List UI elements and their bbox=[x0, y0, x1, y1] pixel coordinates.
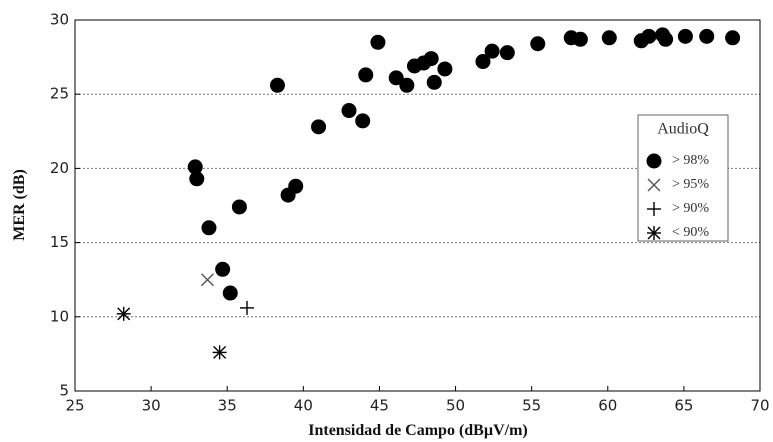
y-tick-label: 30 bbox=[50, 11, 69, 29]
point bbox=[499, 45, 515, 61]
legend-marker bbox=[647, 202, 661, 216]
legend-marker bbox=[647, 178, 661, 192]
point bbox=[231, 199, 247, 215]
point bbox=[187, 159, 203, 175]
legend-label: < 90% bbox=[672, 225, 709, 240]
point bbox=[288, 178, 304, 194]
x-tick-label: 50 bbox=[446, 397, 465, 415]
y-tick-label: 25 bbox=[50, 85, 69, 103]
point bbox=[484, 43, 500, 59]
x-tick-label: 40 bbox=[294, 397, 313, 415]
legend-marker bbox=[647, 226, 661, 240]
legend-label: > 90% bbox=[672, 201, 709, 216]
point bbox=[475, 54, 491, 70]
point bbox=[423, 51, 439, 67]
point bbox=[725, 30, 741, 46]
point bbox=[399, 77, 415, 93]
point bbox=[355, 113, 371, 129]
point bbox=[699, 28, 715, 44]
marker-stroke bbox=[213, 345, 227, 359]
point bbox=[116, 306, 131, 321]
marker-stroke bbox=[647, 226, 661, 240]
marker-stroke bbox=[647, 178, 661, 192]
x-tick-label: 55 bbox=[522, 397, 541, 415]
point bbox=[240, 300, 255, 315]
x-tick-label: 25 bbox=[65, 397, 84, 415]
y-tick-label: 20 bbox=[50, 159, 69, 177]
marker-stroke bbox=[117, 307, 131, 321]
point bbox=[222, 285, 238, 301]
point bbox=[388, 70, 404, 86]
point bbox=[358, 67, 374, 83]
x-axis-label: Intensidad de Campo (dBµV/m) bbox=[308, 422, 527, 439]
y-tick-label: 15 bbox=[50, 233, 69, 251]
point bbox=[530, 36, 546, 52]
x-tick-label: 45 bbox=[370, 397, 389, 415]
point bbox=[437, 61, 453, 77]
x-tick-label: 30 bbox=[142, 397, 161, 415]
point bbox=[201, 220, 217, 236]
marker-stroke bbox=[200, 273, 214, 287]
point bbox=[601, 30, 617, 46]
point bbox=[200, 273, 214, 287]
y-tick-label: 5 bbox=[59, 382, 69, 400]
point bbox=[658, 31, 674, 47]
point bbox=[269, 77, 285, 93]
x-tick-label: 65 bbox=[674, 397, 693, 415]
x-tick-label: 60 bbox=[598, 397, 617, 415]
legend-box bbox=[637, 114, 729, 242]
legend-label: > 98% bbox=[672, 153, 709, 168]
point bbox=[189, 171, 205, 187]
point bbox=[572, 31, 588, 47]
legend-marker bbox=[646, 153, 662, 169]
point bbox=[341, 103, 357, 119]
point bbox=[370, 34, 386, 50]
y-axis-label: MER (dB) bbox=[11, 169, 28, 241]
legend-label: > 95% bbox=[672, 177, 709, 192]
legend-title: AudioQ bbox=[657, 121, 709, 138]
point bbox=[426, 74, 442, 90]
point bbox=[212, 345, 227, 360]
point bbox=[677, 28, 693, 44]
x-tick-label: 35 bbox=[218, 397, 237, 415]
point bbox=[215, 261, 231, 277]
y-tick-label: 10 bbox=[50, 307, 69, 325]
x-tick-label: 70 bbox=[750, 397, 769, 415]
point bbox=[641, 28, 657, 44]
plot-frame bbox=[74, 19, 761, 392]
point bbox=[311, 119, 327, 135]
